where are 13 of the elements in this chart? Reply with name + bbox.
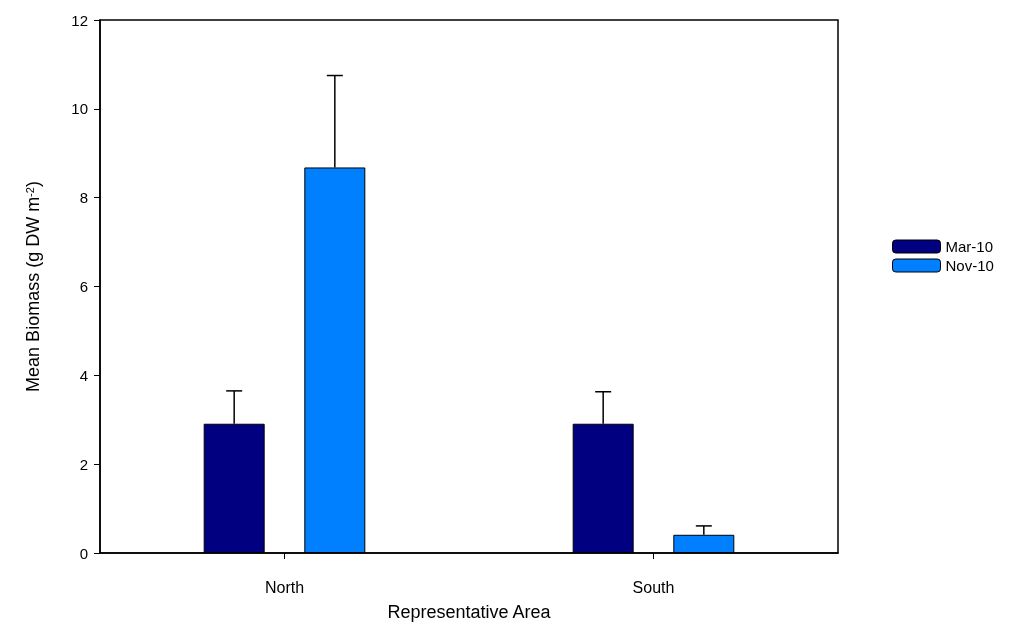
y-tick-label: 4	[79, 366, 88, 384]
x-axis-title: Representative Area	[387, 602, 552, 622]
x-tick-label: North	[264, 578, 305, 596]
y-tick-label: 6	[79, 278, 88, 295]
y-tick-label: 2	[79, 455, 88, 473]
y-tick-label: 8	[79, 189, 88, 207]
legend-label: Nov-10	[945, 257, 994, 274]
x-tick-label: South	[632, 578, 675, 596]
y-tick-label: 0	[79, 544, 88, 562]
y-tick-label: 10	[71, 100, 88, 118]
y-tick-label: 12	[71, 11, 88, 29]
legend-label: Mar-10	[945, 238, 994, 255]
y-axis-title: Mean Biomass (g DW m-2)	[23, 181, 43, 392]
